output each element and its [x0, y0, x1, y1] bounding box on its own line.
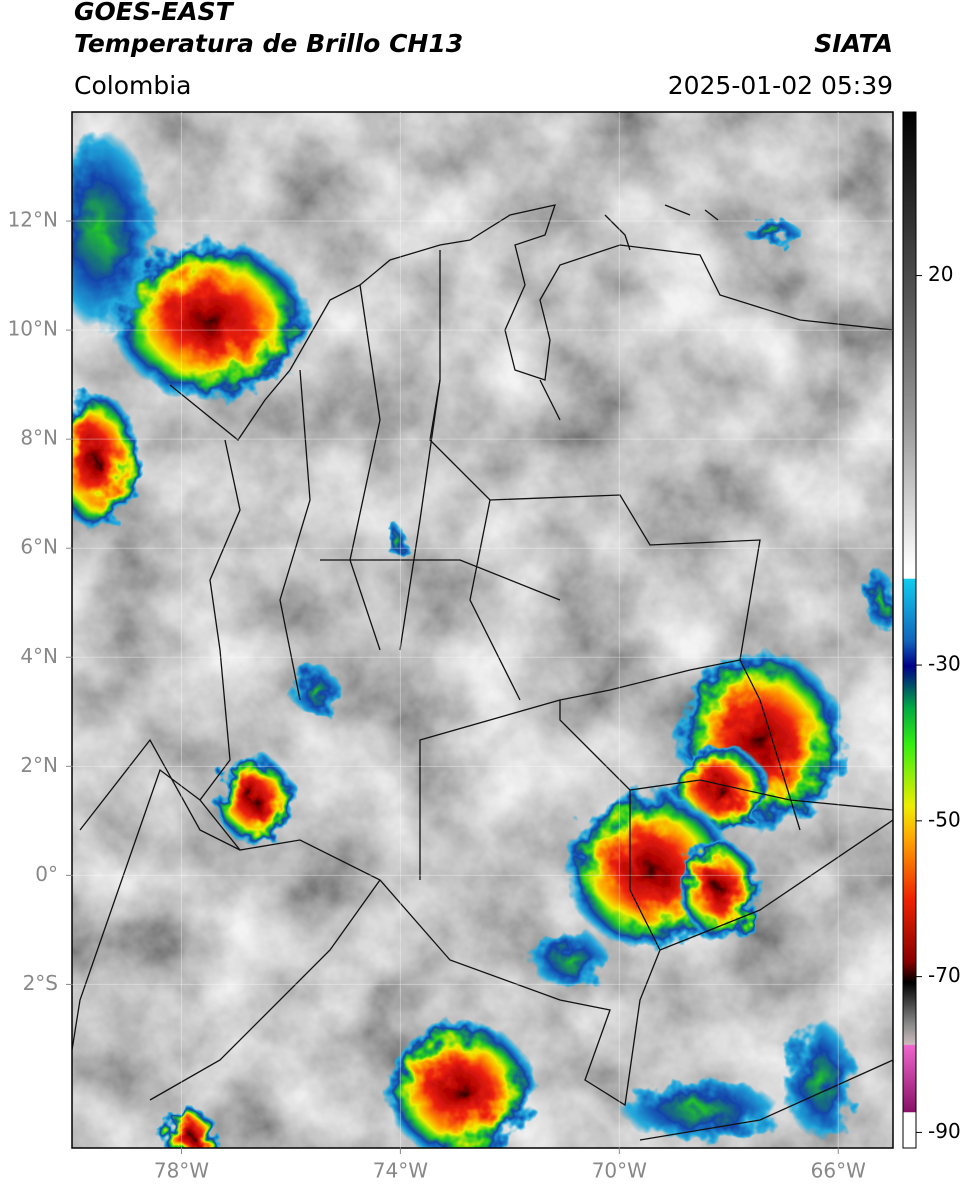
y-tick-label: 2°N: [20, 753, 58, 777]
y-tick-label: 4°N: [20, 644, 58, 668]
y-tick-label: 12°N: [8, 208, 58, 232]
colorbar-tick-label: -70: [928, 963, 961, 987]
x-tick-label: 74°W: [373, 1159, 428, 1183]
satellite: GOES-EAST: [74, 0, 235, 26]
y-tick-label: 6°N: [20, 535, 58, 559]
x-tick-label: 78°W: [154, 1159, 209, 1183]
colorbar-tick-label: -50: [928, 807, 961, 831]
source: SIATA: [814, 29, 893, 58]
x-tick-label: 66°W: [811, 1159, 866, 1183]
map-image: [72, 112, 893, 1148]
region: Colombia: [74, 71, 191, 100]
borders: [72, 204, 893, 1141]
colorbar-tick-label: -30: [928, 652, 961, 676]
y-tick-label: 8°N: [20, 426, 58, 450]
y-tick-label: 2°S: [23, 971, 58, 995]
colorbar-tick-label: 20: [928, 262, 953, 286]
y-tick-label: 0°: [35, 862, 58, 886]
x-tick-label: 70°W: [592, 1159, 647, 1183]
title: Temperatura de Brillo CH13: [74, 29, 463, 58]
datetime: 2025-01-02 05:39: [668, 71, 893, 100]
map-frame: [71, 111, 894, 1149]
convective-cells: [72, 130, 893, 1148]
colorbar-tick-label: -90: [928, 1119, 961, 1143]
colorbar: [902, 111, 917, 1149]
y-tick-label: 10°N: [8, 317, 58, 341]
